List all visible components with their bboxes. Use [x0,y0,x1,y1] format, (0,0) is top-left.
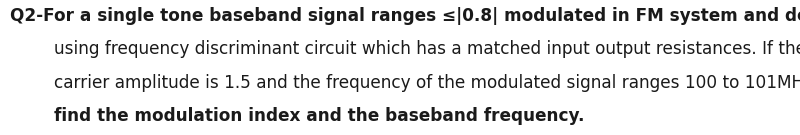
Text: carrier amplitude is 1.5 and the frequency of the modulated signal ranges 100 to: carrier amplitude is 1.5 and the frequen… [54,74,800,92]
Text: find the modulation index and the baseband frequency.: find the modulation index and the baseba… [54,107,585,125]
Text: using frequency discriminant circuit which has a matched input output resistance: using frequency discriminant circuit whi… [54,40,800,58]
Text: Q2-For a single tone baseband signal ranges ≤|0.8| modulated in FM system and de: Q2-For a single tone baseband signal ran… [10,7,800,25]
